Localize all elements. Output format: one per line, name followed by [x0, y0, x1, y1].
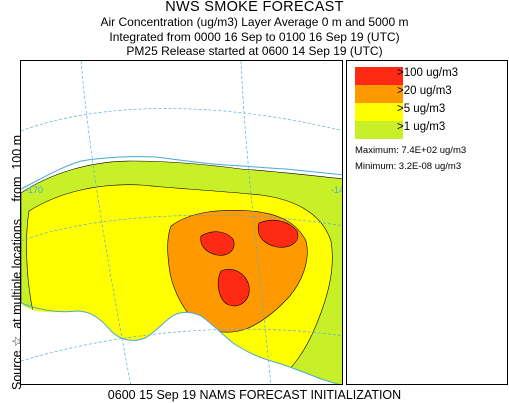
map-title: NWS SMOKE FORECAST — [165, 0, 344, 15]
legend-swatch-5 — [355, 103, 403, 121]
legend-maximum: Maximum: 7.4E+02 ug/m3 — [355, 145, 467, 156]
smoke-level-4-a — [200, 231, 235, 256]
legend-minimum: Minimum: 3.2E-08 ug/m3 — [355, 161, 462, 172]
forecast-initialization: 0600 15 Sep 19 NAMS FORECAST INITIALIZAT… — [107, 388, 402, 402]
concentration-legend: >100 ug/m3 >20 ug/m3 >5 ug/m3 >1 ug/m3 M… — [346, 60, 508, 385]
legend-label-1: >1 ug/m3 — [397, 121, 446, 133]
graticule — [21, 61, 342, 384]
map-canvas: -170 -140 — [21, 61, 343, 384]
coastline-south — [21, 302, 340, 384]
lon-label-west: -170 — [25, 185, 43, 195]
smoke-level-4-b — [257, 219, 299, 248]
smoke-level-4-c — [217, 269, 250, 307]
legend-label-5: >5 ug/m3 — [397, 103, 446, 115]
legend-label-100: >100 ug/m3 — [397, 67, 459, 79]
legend-swatch-100 — [355, 67, 403, 85]
legend-swatch-20 — [355, 85, 403, 103]
concentration-subtitle: Air Concentration (ug/m3) Layer Average … — [100, 15, 409, 29]
coastline-north — [21, 156, 342, 190]
lon-label-east: -140 — [331, 185, 343, 195]
release-info: PM25 Release started at 0600 14 Sep 19 (… — [126, 44, 383, 58]
smoke-contours — [21, 160, 342, 384]
source-side-label: Source ☆ at multiple locations from 100 … — [0, 60, 24, 390]
legend-label-20: >20 ug/m3 — [397, 85, 452, 97]
legend-swatch-1 — [355, 121, 403, 139]
smoke-map[interactable]: -170 -140 — [20, 60, 343, 385]
integration-period: Integrated from 0000 16 Sep to 0100 16 S… — [109, 30, 400, 44]
